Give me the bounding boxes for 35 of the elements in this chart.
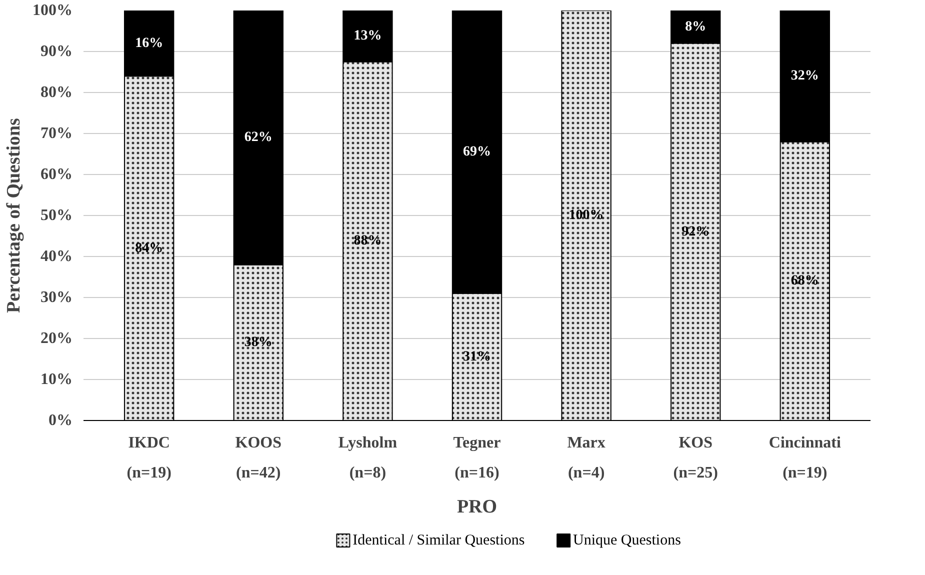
legend-label: Identical / Similar Questions (352, 532, 525, 548)
y-tick-label: 50% (40, 207, 72, 224)
y-tick-label: 0% (48, 412, 72, 429)
category-label: KOOS (n=42) (235, 434, 282, 482)
y-axis-title: Percentage of Questions (4, 118, 24, 313)
data-label: 38% (244, 335, 272, 350)
data-label: 100% (568, 208, 604, 223)
legend-label: Unique Questions (573, 532, 682, 548)
y-tick-label: 100% (32, 2, 72, 19)
y-tick-label: 90% (40, 43, 72, 60)
category-label: Lysholm (n=8) (338, 434, 398, 482)
category-label: IKDC (n=19) (126, 434, 172, 482)
data-label: 13% (354, 28, 382, 44)
y-tick-label: 20% (40, 330, 72, 347)
category-label: KOS (n=25) (673, 434, 718, 482)
data-label: 84% (135, 240, 164, 256)
category-label: Cincinnati (n=19) (768, 434, 841, 482)
data-label: 32% (790, 68, 819, 84)
y-tick-label: 80% (40, 84, 72, 101)
data-label: 69% (463, 144, 491, 160)
category-label: Marx (n=4) (567, 434, 606, 482)
data-label: 68% (790, 274, 819, 289)
data-label: 62% (244, 130, 272, 146)
data-label: 31% (463, 349, 491, 364)
y-tick-label: 10% (40, 371, 72, 388)
y-tick-label: 60% (40, 166, 72, 183)
y-tick-label: 70% (40, 125, 72, 142)
data-label: 92% (682, 224, 710, 240)
category-label: Tegner (n=16) (453, 434, 501, 482)
data-label: 16% (135, 36, 164, 51)
data-label: 8% (685, 19, 706, 34)
data-label: 88% (354, 234, 382, 249)
y-tick-label: 40% (40, 248, 72, 265)
x-axis-title: PRO (456, 496, 498, 518)
y-tick-label: 30% (40, 289, 72, 306)
